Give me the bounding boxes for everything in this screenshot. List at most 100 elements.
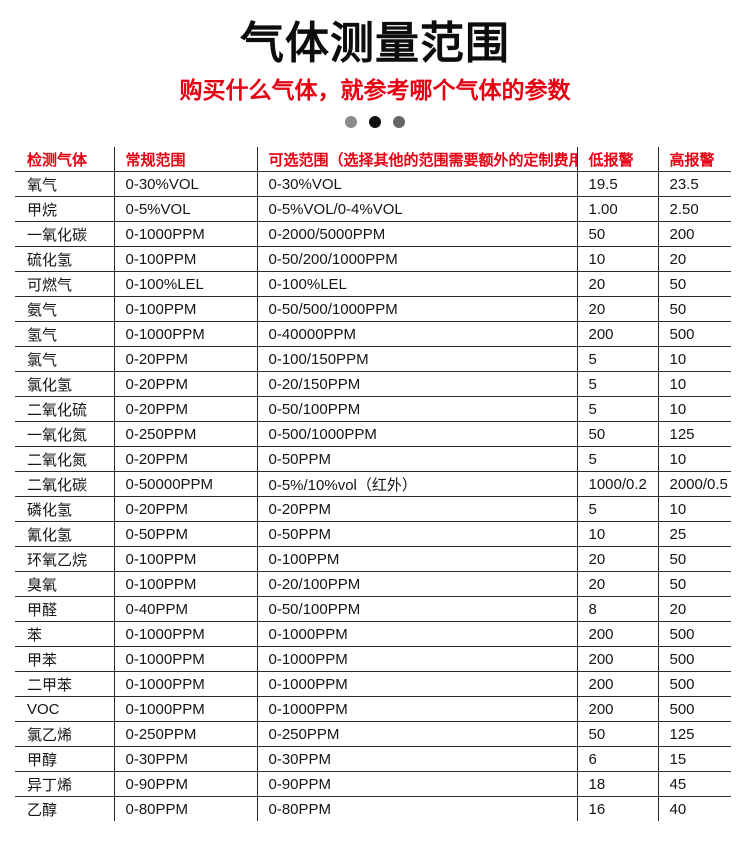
normal-range-cell: 0-1000PPM	[114, 221, 258, 247]
table-row: 氧气 0-30%VOL 0-30%VOL 19.5 23.5	[15, 171, 731, 197]
table-row: 硫化氢 0-100PPM 0-50/200/1000PPM 10 20	[15, 246, 731, 272]
low-alarm-cell: 5	[577, 446, 659, 472]
page-subtitle: 购买什么气体，就参考哪个气体的参数	[179, 77, 571, 103]
optional-range-cell: 0-2000/5000PPM	[257, 221, 578, 247]
normal-range-cell: 0-100PPM	[114, 296, 258, 322]
low-alarm-cell: 200	[577, 671, 659, 697]
gas-name-cell: 甲醛	[15, 596, 115, 622]
normal-range-cell: 0-100%LEL	[114, 271, 258, 297]
gas-name-cell: 甲苯	[15, 646, 115, 672]
normal-range-cell: 0-20PPM	[114, 346, 258, 372]
table-body: 氧气 0-30%VOL 0-30%VOL 19.5 23.5 甲烷 0-5%VO…	[15, 171, 731, 821]
high-alarm-cell: 45	[658, 771, 731, 797]
header-low-alarm: 低报警	[577, 147, 659, 172]
table-row: 甲苯 0-1000PPM 0-1000PPM 200 500	[15, 646, 731, 672]
low-alarm-cell: 20	[577, 296, 659, 322]
high-alarm-cell: 20	[658, 246, 731, 272]
high-alarm-cell: 500	[658, 621, 731, 647]
gas-name-cell: 氰化氢	[15, 521, 115, 547]
low-alarm-cell: 5	[577, 371, 659, 397]
high-alarm-cell: 10	[658, 346, 731, 372]
gas-name-cell: 氨气	[15, 296, 115, 322]
optional-range-cell: 0-20/150PPM	[257, 371, 578, 397]
optional-range-cell: 0-50/500/1000PPM	[257, 296, 578, 322]
high-alarm-cell: 50	[658, 271, 731, 297]
table-row: 一氧化碳 0-1000PPM 0-2000/5000PPM 50 200	[15, 221, 731, 247]
high-alarm-cell: 15	[658, 746, 731, 772]
high-alarm-cell: 500	[658, 696, 731, 722]
gas-name-cell: VOC	[15, 696, 115, 722]
optional-range-cell: 0-30PPM	[257, 746, 578, 772]
high-alarm-cell: 500	[658, 671, 731, 697]
table-row: 氰化氢 0-50PPM 0-50PPM 10 25	[15, 521, 731, 547]
low-alarm-cell: 20	[577, 546, 659, 572]
page-title: 气体测量范围	[240, 19, 510, 68]
table-row: 磷化氢 0-20PPM 0-20PPM 5 10	[15, 496, 731, 522]
high-alarm-cell: 50	[658, 296, 731, 322]
normal-range-cell: 0-1000PPM	[114, 621, 258, 647]
header-optional-range: 可选范围（选择其他的范围需要额外的定制费用）	[257, 147, 578, 172]
table-row: 甲醛 0-40PPM 0-50/100PPM 8 20	[15, 596, 731, 622]
normal-range-cell: 0-250PPM	[114, 421, 258, 447]
optional-range-cell: 0-1000PPM	[257, 646, 578, 672]
optional-range-cell: 0-40000PPM	[257, 321, 578, 347]
optional-range-cell: 0-20PPM	[257, 496, 578, 522]
header-normal-range: 常规范围	[114, 147, 258, 172]
gas-name-cell: 臭氧	[15, 571, 115, 597]
high-alarm-cell: 50	[658, 571, 731, 597]
table-header: 检测气体 常规范围 可选范围（选择其他的范围需要额外的定制费用） 低报警 高报警	[15, 147, 731, 172]
optional-range-cell: 0-50PPM	[257, 521, 578, 547]
optional-range-cell: 0-30%VOL	[257, 171, 578, 197]
gas-name-cell: 二氧化硫	[15, 396, 115, 422]
table-row: 二氧化碳 0-50000PPM 0-5%/10%vol（红外） 1000/0.2…	[15, 471, 731, 497]
low-alarm-cell: 200	[577, 621, 659, 647]
carousel-dot-icon[interactable]	[345, 116, 357, 128]
table-row: 甲醇 0-30PPM 0-30PPM 6 15	[15, 746, 731, 772]
table-row: 氯乙烯 0-250PPM 0-250PPM 50 125	[15, 721, 731, 747]
header-gas-name: 检测气体	[15, 147, 115, 172]
low-alarm-cell: 19.5	[577, 171, 659, 197]
carousel-dot-icon[interactable]	[369, 116, 381, 128]
high-alarm-cell: 10	[658, 371, 731, 397]
normal-range-cell: 0-1000PPM	[114, 671, 258, 697]
gas-name-cell: 苯	[15, 621, 115, 647]
gas-name-cell: 磷化氢	[15, 496, 115, 522]
normal-range-cell: 0-1000PPM	[114, 696, 258, 722]
high-alarm-cell: 500	[658, 646, 731, 672]
low-alarm-cell: 18	[577, 771, 659, 797]
gas-name-cell: 氯气	[15, 346, 115, 372]
gas-name-cell: 二氧化氮	[15, 446, 115, 472]
gas-name-cell: 硫化氢	[15, 246, 115, 272]
low-alarm-cell: 16	[577, 796, 659, 821]
high-alarm-cell: 23.5	[658, 171, 731, 197]
normal-range-cell: 0-80PPM	[114, 796, 258, 821]
table-row: 氨气 0-100PPM 0-50/500/1000PPM 20 50	[15, 296, 731, 322]
gas-name-cell: 可燃气	[15, 271, 115, 297]
high-alarm-cell: 200	[658, 221, 731, 247]
table-row: 氯气 0-20PPM 0-100/150PPM 5 10	[15, 346, 731, 372]
optional-range-cell: 0-5%VOL/0-4%VOL	[257, 196, 578, 222]
low-alarm-cell: 8	[577, 596, 659, 622]
high-alarm-cell: 10	[658, 446, 731, 472]
gas-name-cell: 氧气	[15, 171, 115, 197]
low-alarm-cell: 200	[577, 321, 659, 347]
low-alarm-cell: 200	[577, 696, 659, 722]
table-row: 二氧化氮 0-20PPM 0-50PPM 5 10	[15, 446, 731, 472]
normal-range-cell: 0-40PPM	[114, 596, 258, 622]
low-alarm-cell: 6	[577, 746, 659, 772]
gas-name-cell: 乙醇	[15, 796, 115, 821]
gas-spec-table: 检测气体 常规范围 可选范围（选择其他的范围需要额外的定制费用） 低报警 高报警…	[15, 147, 731, 821]
normal-range-cell: 0-5%VOL	[114, 196, 258, 222]
low-alarm-cell: 10	[577, 521, 659, 547]
table-row: 可燃气 0-100%LEL 0-100%LEL 20 50	[15, 271, 731, 297]
optional-range-cell: 0-20/100PPM	[257, 571, 578, 597]
table-row: 异丁烯 0-90PPM 0-90PPM 18 45	[15, 771, 731, 797]
optional-range-cell: 0-500/1000PPM	[257, 421, 578, 447]
optional-range-cell: 0-100/150PPM	[257, 346, 578, 372]
normal-range-cell: 0-50000PPM	[114, 471, 258, 497]
low-alarm-cell: 20	[577, 271, 659, 297]
normal-range-cell: 0-20PPM	[114, 371, 258, 397]
optional-range-cell: 0-80PPM	[257, 796, 578, 821]
carousel-dot-icon[interactable]	[393, 116, 405, 128]
table-row: 苯 0-1000PPM 0-1000PPM 200 500	[15, 621, 731, 647]
